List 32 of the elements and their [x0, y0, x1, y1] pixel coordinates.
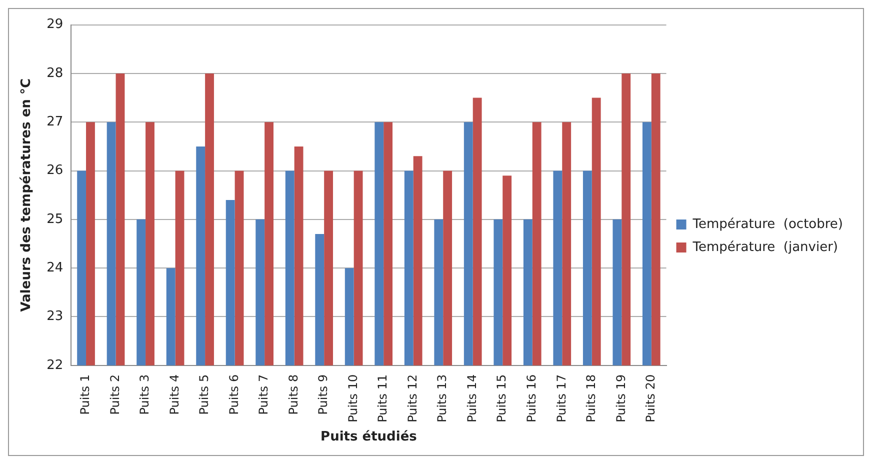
x-tick-label: Puits 5 — [197, 374, 212, 415]
y-tick-label: 27 — [46, 114, 64, 130]
x-tick-label: Puits 19 — [614, 374, 628, 422]
x-tick-label: Puits 12 — [405, 374, 420, 422]
x-tick-label: Puits 1 — [78, 374, 92, 415]
x-tick-label: Puits 13 — [435, 374, 450, 422]
y-tick-label: 25 — [46, 212, 64, 227]
x-tick-label: Puits 4 — [167, 374, 182, 415]
x-axis-title: Puits étudiés — [320, 430, 418, 445]
x-tick-label: Puits 8 — [286, 374, 300, 415]
x-tick-label: Puits 9 — [316, 374, 330, 415]
x-tick-label: Puits 16 — [524, 374, 538, 422]
legend-label: Température (octobre) — [692, 216, 843, 232]
x-tick-label: Puits 6 — [226, 374, 241, 415]
x-tick-label: Puits 15 — [494, 374, 509, 422]
x-tick-label: Puits 7 — [256, 374, 271, 415]
y-tick-label: 24 — [46, 260, 64, 276]
y-tick-label: 22 — [46, 358, 64, 373]
x-tick-label: Puits 17 — [554, 374, 568, 422]
x-tick-label: Puits 10 — [346, 374, 360, 422]
y-tick-label: 29 — [46, 17, 64, 32]
y-axis-title: Valeurs des températures en °C — [19, 78, 34, 312]
x-tick-label: Puits 11 — [376, 374, 390, 422]
x-tick-label: Puits 20 — [644, 374, 658, 422]
y-tick-label: 23 — [46, 309, 64, 324]
x-tick-label: Puits 3 — [138, 374, 152, 415]
legend-label: Température (janvier) — [692, 240, 838, 255]
y-tick-label: 28 — [46, 66, 64, 81]
y-tick-label: 26 — [46, 163, 64, 178]
x-tick-label: Puits 18 — [584, 374, 598, 422]
x-tick-label: Puits 14 — [464, 374, 479, 422]
x-tick-label: Puits 2 — [108, 374, 122, 415]
